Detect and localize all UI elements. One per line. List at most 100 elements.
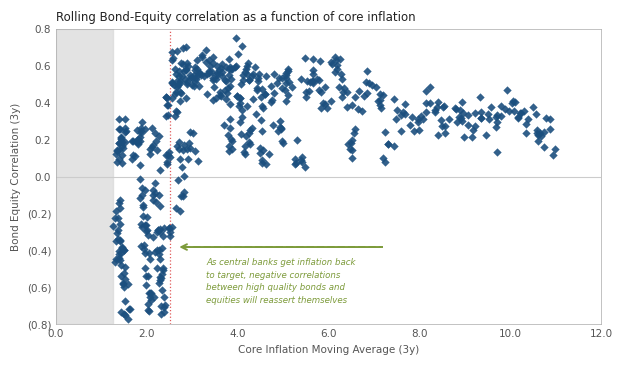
- Point: [114, 156, 124, 161]
- Point: [273, 128, 283, 134]
- Point: [510, 99, 520, 105]
- Point: [137, 186, 147, 191]
- Point: [418, 116, 428, 122]
- Point: [184, 141, 194, 146]
- Point: [430, 109, 440, 115]
- Point: [130, 153, 140, 159]
- Point: [361, 79, 371, 85]
- Point: [243, 71, 253, 77]
- Point: [115, 221, 125, 227]
- Point: [155, 274, 165, 280]
- Point: [257, 128, 267, 134]
- Point: [396, 128, 406, 134]
- Point: [252, 85, 262, 91]
- Point: [301, 94, 311, 100]
- Point: [153, 227, 163, 232]
- Point: [492, 119, 502, 125]
- Point: [175, 80, 185, 86]
- Point: [163, 225, 173, 231]
- Point: [155, 256, 165, 262]
- Point: [278, 75, 288, 81]
- Point: [330, 68, 340, 74]
- Point: [243, 60, 253, 66]
- Point: [114, 200, 124, 206]
- Point: [178, 61, 188, 67]
- Point: [120, 277, 130, 283]
- Point: [162, 160, 172, 165]
- Point: [209, 84, 219, 90]
- Point: [375, 102, 385, 108]
- Point: [151, 138, 161, 143]
- Point: [321, 105, 331, 111]
- Point: [237, 43, 247, 49]
- Point: [190, 67, 200, 73]
- Point: [339, 85, 349, 91]
- Point: [172, 143, 182, 149]
- Point: [400, 112, 410, 117]
- Point: [378, 154, 388, 160]
- Point: [235, 120, 245, 126]
- Point: [230, 64, 240, 70]
- Point: [176, 193, 186, 199]
- Point: [147, 126, 157, 131]
- Point: [457, 110, 467, 116]
- Point: [114, 255, 124, 261]
- Point: [253, 75, 263, 81]
- Point: [521, 121, 531, 127]
- Point: [535, 131, 545, 137]
- Point: [139, 202, 149, 208]
- Point: [114, 116, 124, 122]
- Point: [521, 130, 531, 136]
- Point: [342, 104, 352, 109]
- Point: [140, 126, 150, 132]
- Point: [212, 72, 222, 78]
- Point: [439, 103, 449, 109]
- Point: [145, 290, 155, 296]
- Point: [154, 280, 164, 286]
- Point: [171, 108, 181, 114]
- Point: [159, 309, 169, 315]
- Point: [170, 66, 180, 72]
- Point: [142, 227, 152, 233]
- Point: [117, 244, 127, 250]
- Point: [139, 242, 149, 248]
- Point: [132, 127, 142, 133]
- Point: [281, 70, 291, 76]
- Point: [114, 147, 124, 153]
- Point: [359, 93, 369, 99]
- Point: [154, 251, 164, 257]
- Point: [238, 72, 248, 78]
- Point: [151, 199, 161, 205]
- Point: [226, 76, 236, 82]
- Point: [539, 144, 549, 150]
- Point: [146, 297, 156, 303]
- Point: [110, 215, 120, 221]
- Point: [496, 113, 506, 119]
- Point: [314, 87, 324, 93]
- Point: [242, 104, 252, 109]
- Point: [231, 35, 241, 41]
- Point: [167, 79, 177, 85]
- Point: [240, 143, 250, 149]
- Point: [354, 89, 364, 94]
- Point: [440, 130, 450, 136]
- Point: [114, 141, 124, 146]
- Point: [177, 164, 187, 170]
- Point: [509, 108, 519, 114]
- Point: [128, 138, 138, 144]
- Point: [225, 125, 235, 131]
- Point: [533, 132, 543, 138]
- Point: [281, 75, 291, 81]
- Point: [202, 71, 212, 76]
- Point: [212, 63, 222, 69]
- Point: [208, 75, 218, 81]
- Point: [115, 127, 125, 132]
- Point: [312, 76, 322, 82]
- Point: [123, 316, 133, 322]
- Point: [218, 122, 228, 128]
- Point: [450, 105, 460, 111]
- Point: [470, 123, 480, 129]
- Point: [181, 66, 191, 72]
- Point: [507, 100, 517, 106]
- Point: [135, 163, 145, 168]
